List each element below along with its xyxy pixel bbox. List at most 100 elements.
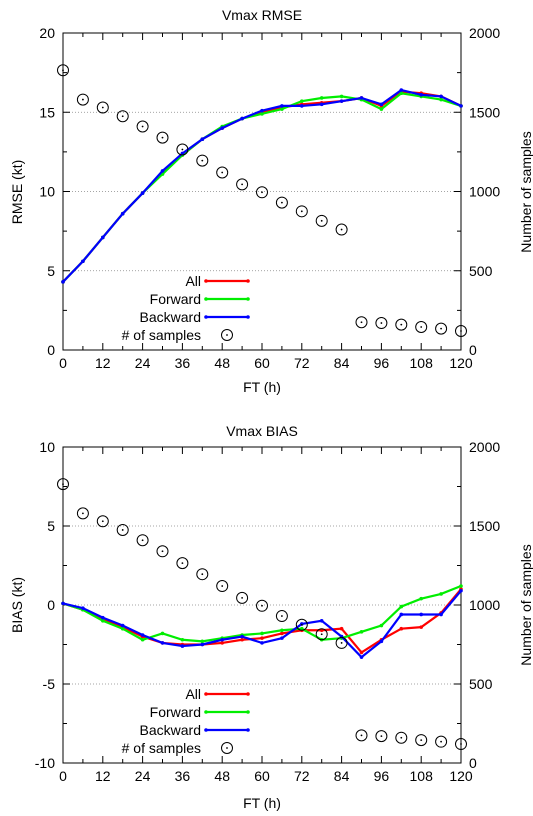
sample-count-point-dot xyxy=(420,739,423,741)
sample-count-point-dot xyxy=(161,550,164,553)
series-point-backward xyxy=(260,108,264,113)
sample-count-point-dot xyxy=(62,483,64,486)
chart-title: Vmax BIAS xyxy=(226,423,298,439)
series-point-all xyxy=(220,641,224,645)
legend-label: # of samples xyxy=(122,327,201,343)
x-tick-label: 36 xyxy=(175,768,191,784)
y-tick-label: 5 xyxy=(47,518,55,534)
series-point-forward xyxy=(399,91,404,96)
series-point-backward xyxy=(399,612,404,617)
sample-count-point xyxy=(375,730,388,743)
sample-count-point-dot xyxy=(141,539,144,542)
y-tick-label: 10 xyxy=(39,184,55,200)
sample-count-point xyxy=(395,318,408,331)
sample-count-point xyxy=(116,523,129,536)
sample-count-point-dot xyxy=(82,512,84,515)
series-point-backward xyxy=(300,104,304,108)
series-point-backward xyxy=(379,102,384,107)
series-point-backward xyxy=(439,612,443,617)
series-point-all xyxy=(399,626,404,631)
sample-count-point-dot xyxy=(440,740,442,743)
sample-count-point-dot xyxy=(101,520,104,523)
series-point-backward xyxy=(359,96,364,100)
x-tick-labels: 0 12 24 36 48 60 72 84 96 108 120 xyxy=(59,768,473,784)
series-point-backward xyxy=(319,619,324,623)
sample-count-point xyxy=(256,599,268,612)
series-point-backward xyxy=(379,639,384,644)
y-tick-label: 10 xyxy=(39,439,55,455)
series-point-backward xyxy=(419,612,424,617)
sample-count-point xyxy=(57,64,69,77)
x-axis-label: FT (h) xyxy=(243,795,281,811)
legend-point xyxy=(246,315,250,319)
sample-count-point xyxy=(76,507,89,520)
y2-tick-label: 1000 xyxy=(469,184,500,200)
sample-count-point xyxy=(236,591,249,604)
legend-marker-samples xyxy=(221,329,233,341)
y2-axis-label: Number of samples xyxy=(518,544,533,665)
sample-count-point xyxy=(335,223,348,236)
legend-point xyxy=(204,315,208,319)
series-point-forward xyxy=(160,631,165,636)
legend-label: All xyxy=(185,273,201,289)
sample-count-point-dot xyxy=(460,743,462,745)
sample-count-point-dot xyxy=(340,642,343,644)
series-point-backward xyxy=(81,606,85,610)
sample-count-point xyxy=(156,131,169,144)
series-point-backward xyxy=(280,636,284,640)
sample-count-point-dot xyxy=(141,125,144,128)
sample-count-point-dot xyxy=(300,623,303,626)
x-tick-label: 0 xyxy=(59,768,67,784)
series-point-backward xyxy=(61,601,65,606)
series-point-forward xyxy=(319,96,324,100)
y2-tick-label: 500 xyxy=(469,676,493,692)
legend-point xyxy=(204,279,208,283)
bias-chart: Vmax BIAS 0 12 24 36 48 60 72 84 96 108 120 -10 -5 0… xyxy=(9,423,533,811)
y-axis-label: RMSE (kt) xyxy=(9,160,25,225)
series-point-all xyxy=(260,636,264,640)
sample-count-point-dot xyxy=(181,562,184,565)
sample-count-point-dot xyxy=(360,734,363,737)
series-group xyxy=(57,64,467,337)
y-tick-label: 0 xyxy=(47,597,55,613)
sample-count-point-dot xyxy=(460,330,462,332)
legend-marker-samples xyxy=(221,742,233,754)
sample-count-point-dot xyxy=(440,327,442,330)
plot-frame xyxy=(62,32,462,351)
legend: All Forward Backward # of samples xyxy=(122,273,250,343)
series-point-backward xyxy=(319,102,324,107)
y2-tick-label: 2000 xyxy=(469,439,500,455)
series-point-backward xyxy=(120,211,125,216)
sample-count-point-dot xyxy=(420,326,423,328)
sample-count-point-dot xyxy=(221,585,224,587)
legend: All Forward Backward # of samples xyxy=(122,686,250,756)
sample-count-point-dot xyxy=(281,201,283,204)
sample-count-point xyxy=(415,734,428,747)
sample-count-point xyxy=(295,205,308,218)
legend-label: Forward xyxy=(150,291,201,307)
legend-point xyxy=(246,692,250,696)
sample-count-point-dot xyxy=(300,210,303,213)
legend-label: Backward xyxy=(140,309,201,325)
series-point-forward xyxy=(359,630,364,634)
x-tick-label: 48 xyxy=(214,768,230,784)
series-point-forward xyxy=(140,637,145,642)
series-point-forward xyxy=(300,99,304,103)
y-tick-label: -10 xyxy=(35,755,55,771)
legend-label: Backward xyxy=(140,722,201,738)
legend-point xyxy=(246,279,250,283)
legend-point xyxy=(246,728,250,732)
y-axis-label: BIAS (kt) xyxy=(9,577,25,633)
y-tick-labels: -10 -5 0 5 10 xyxy=(35,439,55,771)
sample-count-point xyxy=(136,534,149,547)
sample-count-point-dot xyxy=(360,321,363,324)
series-point-backward xyxy=(240,116,244,121)
sample-count-point xyxy=(375,317,388,330)
sample-count-point-dot xyxy=(340,228,343,231)
sample-count-point xyxy=(435,735,448,748)
series-point-backward xyxy=(240,634,244,639)
y2-tick-label: 0 xyxy=(469,755,477,771)
sample-count-point xyxy=(57,478,69,491)
series-point-forward xyxy=(260,112,264,116)
